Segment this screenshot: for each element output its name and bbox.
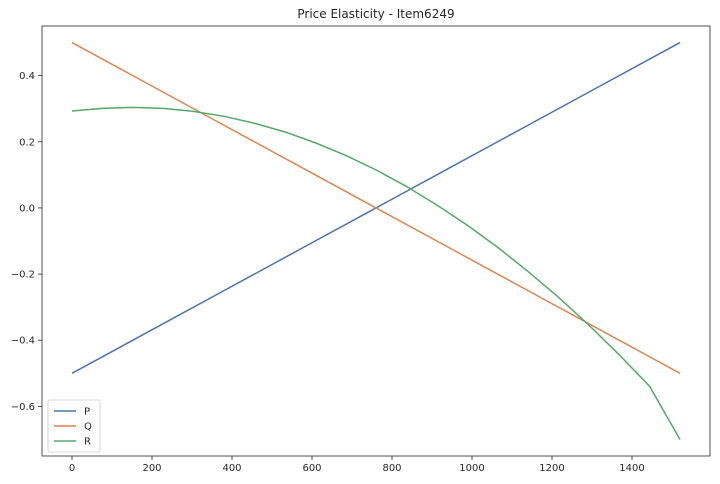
x-tick-label: 600: [302, 463, 321, 474]
legend-label-r: R: [84, 437, 91, 448]
x-tick-label: 1400: [619, 463, 644, 474]
series-line-r: [71, 106, 681, 440]
x-tick-label: 1000: [459, 463, 484, 474]
y-tick-label: −0.6: [11, 402, 35, 413]
y-tick-label: 0.4: [19, 71, 35, 82]
x-axis-ticks: 0 200 400 600 800 1000 1200 1400: [69, 456, 645, 474]
y-tick-label: 0.0: [19, 203, 35, 214]
legend-label-q: Q: [84, 422, 92, 433]
legend-label-p: P: [84, 407, 90, 418]
y-tick-label: −0.4: [11, 336, 35, 347]
x-tick-label: 400: [222, 463, 241, 474]
y-axis-ticks: −0.6 −0.4 −0.2 0.0 0.2 0.4: [11, 71, 42, 413]
x-tick-label: 1200: [539, 463, 564, 474]
series-group: [71, 41, 681, 440]
chart-title: Price Elasticity - Item6249: [297, 7, 454, 21]
y-tick-label: 0.2: [19, 137, 35, 148]
x-tick-label: 200: [142, 463, 161, 474]
x-tick-label: 0: [69, 463, 75, 474]
axes-frame: [41, 25, 711, 457]
x-tick-label: 800: [382, 463, 401, 474]
legend: PQR: [47, 399, 101, 453]
y-tick-label: −0.2: [11, 270, 35, 281]
series-line-q: [71, 41, 681, 374]
